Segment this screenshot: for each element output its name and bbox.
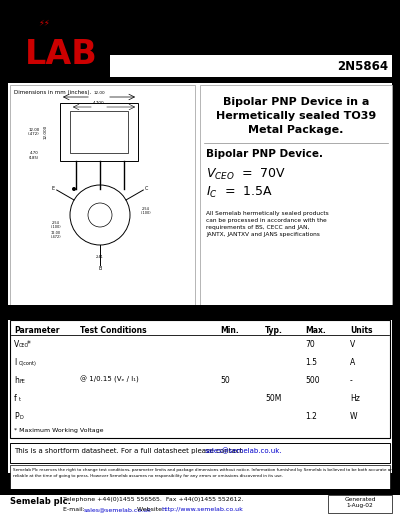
Text: Semelab Plc reserves the right to change test conditions, parameter limits and p: Semelab Plc reserves the right to change…	[13, 468, 396, 478]
Bar	[0, 489, 400, 495]
Text: sales@semelab.co.uk: sales@semelab.co.uk	[84, 507, 152, 512]
Text: Dimensions in mm (inches).: Dimensions in mm (inches).	[14, 90, 91, 95]
Text: Test Conditions: Test Conditions	[80, 326, 147, 335]
Text: Max.: Max.	[305, 326, 326, 335]
Text: This is a shortform datasheet. For a full datasheet please contact: This is a shortform datasheet. For a ful…	[14, 448, 245, 454]
Text: *: *	[26, 340, 30, 349]
Text: 12.000: 12.000	[44, 125, 48, 139]
Text: C: C	[145, 185, 148, 191]
Text: E-mail:: E-mail:	[63, 507, 87, 512]
Text: 12.00
(.472): 12.00 (.472)	[51, 231, 61, 239]
Text: P: P	[14, 412, 19, 421]
Circle shape	[72, 187, 76, 191]
Text: I: I	[14, 358, 16, 367]
Text: 12.00: 12.00	[93, 91, 105, 95]
Text: Typ.: Typ.	[265, 326, 283, 335]
Text: Hz: Hz	[350, 394, 360, 403]
Text: 2N5864: 2N5864	[337, 61, 388, 74]
Text: 4.70
(185): 4.70 (185)	[29, 151, 39, 160]
Text: $I_C$  =  1.5A: $I_C$ = 1.5A	[206, 185, 273, 200]
Text: FE: FE	[19, 379, 25, 384]
Text: C(cont): C(cont)	[19, 361, 37, 366]
Text: All Semelab hermetically sealed products
can be processed in accordance with the: All Semelab hermetically sealed products…	[206, 211, 329, 237]
Text: 70: 70	[305, 340, 315, 349]
Bar	[70, 111, 128, 153]
Text: LAB: LAB	[25, 38, 98, 71]
Bar	[0, 305, 400, 320]
Text: http://www.semelab.co.uk: http://www.semelab.co.uk	[162, 507, 244, 512]
Bar	[10, 443, 390, 463]
Text: Website:: Website:	[133, 507, 166, 512]
Text: 50: 50	[220, 376, 230, 385]
Text: E: E	[52, 185, 55, 191]
Text: Min.: Min.	[220, 326, 239, 335]
Text: 12.00
(.472): 12.00 (.472)	[28, 128, 40, 136]
Bar	[110, 55, 392, 77]
Text: sales@semelab.co.uk.: sales@semelab.co.uk.	[205, 448, 282, 454]
Text: Parameter: Parameter	[14, 326, 60, 335]
Text: h: h	[14, 376, 19, 385]
Text: Units: Units	[350, 326, 372, 335]
Text: 2.54
(.100): 2.54 (.100)	[141, 207, 151, 215]
Bar	[10, 320, 390, 438]
Text: W: W	[350, 412, 358, 421]
Bar	[10, 85, 195, 305]
Text: 1.2: 1.2	[305, 412, 317, 421]
Bar	[60, 103, 138, 161]
Text: 500: 500	[305, 376, 320, 385]
Text: CEO: CEO	[19, 343, 29, 348]
Text: t: t	[19, 397, 21, 402]
Bar	[200, 85, 392, 305]
Text: Telephone +44(0)1455 556565.  Fax +44(0)1455 552612.: Telephone +44(0)1455 556565. Fax +44(0)1…	[63, 497, 244, 502]
Text: 50M: 50M	[265, 394, 281, 403]
Text: ⚡⚡: ⚡⚡	[38, 19, 50, 27]
Bar	[8, 83, 392, 473]
Text: 2.54
(.100): 2.54 (.100)	[51, 221, 61, 229]
Text: V: V	[14, 340, 19, 349]
Text: A: A	[350, 358, 355, 367]
Text: Generated
1-Aug-02: Generated 1-Aug-02	[344, 497, 376, 508]
Text: 4.700: 4.700	[93, 101, 105, 105]
Text: -: -	[350, 376, 353, 385]
Bar	[328, 495, 392, 513]
Bar	[10, 465, 390, 489]
Text: Semelab plc.: Semelab plc.	[10, 497, 71, 506]
Text: Bipolar PNP Device.: Bipolar PNP Device.	[206, 149, 323, 159]
Text: $V_{CEO}$  =  70V: $V_{CEO}$ = 70V	[206, 167, 286, 182]
Bar	[0, 495, 400, 518]
Text: Bipolar PNP Device in a
Hermetically sealed TO39
Metal Package.: Bipolar PNP Device in a Hermetically sea…	[216, 97, 376, 135]
Text: f: f	[14, 394, 17, 403]
Text: 1.5: 1.5	[305, 358, 317, 367]
Text: D: D	[19, 415, 23, 420]
Text: B: B	[98, 266, 102, 271]
Text: * Maximum Working Voltage: * Maximum Working Voltage	[14, 428, 104, 433]
Text: 2.41: 2.41	[96, 255, 104, 259]
Text: @ 1/0.15 (Vₑ⁣ / I₁): @ 1/0.15 (Vₑ⁣ / I₁)	[80, 376, 139, 383]
Text: V: V	[350, 340, 355, 349]
